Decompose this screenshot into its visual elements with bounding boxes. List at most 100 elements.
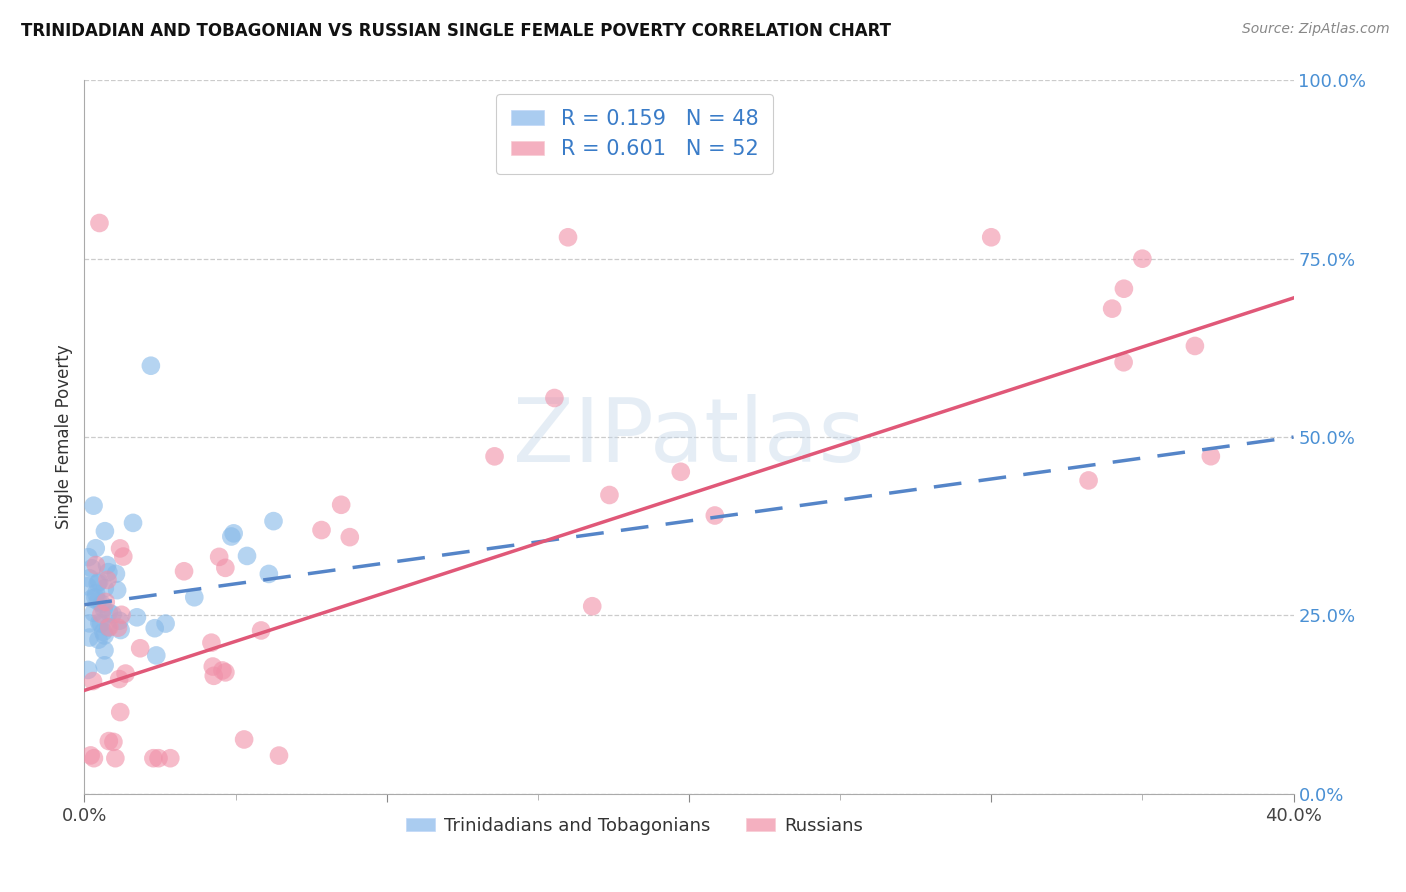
Point [105, 583, 128, 598]
Point [98, 620, 121, 634]
Point [104, 566, 127, 581]
Point [581, 599, 603, 614]
Point [125, 610, 148, 624]
Point [89, 615, 111, 630]
Point [1199, 449, 1222, 463]
Point [83, 606, 105, 620]
Point [83, 499, 105, 513]
Text: Source: ZipAtlas.com: Source: ZipAtlas.com [1241, 22, 1389, 37]
Point [80, 591, 103, 606]
Point [257, 566, 280, 581]
Point [97, 565, 120, 579]
Point [236, 549, 259, 563]
Point [89, 216, 111, 230]
Point [114, 666, 136, 681]
Point [267, 748, 290, 763]
Point [84, 558, 107, 573]
Point [84, 541, 107, 556]
Point [87, 574, 110, 589]
Y-axis label: Single Female Poverty: Single Female Poverty [55, 345, 73, 529]
Point [1184, 339, 1206, 353]
Point [557, 230, 579, 244]
Point [1112, 355, 1135, 369]
Point [122, 516, 145, 530]
Point [669, 465, 692, 479]
Point [87, 594, 110, 608]
Point [76, 579, 98, 593]
Point [94, 581, 117, 595]
Point [93, 643, 115, 657]
Text: TRINIDADIAN AND TOBAGONIAN VS RUSSIAN SINGLE FEMALE POVERTY CORRELATION CHART: TRINIDADIAN AND TOBAGONIAN VS RUSSIAN SI… [21, 22, 891, 40]
Point [79, 631, 101, 645]
Point [84, 591, 107, 605]
Point [94, 524, 117, 539]
Point [211, 664, 233, 678]
Point [200, 635, 222, 649]
Point [93, 628, 115, 642]
Point [1077, 474, 1099, 488]
Point [129, 641, 152, 656]
Point [543, 391, 565, 405]
Point [142, 751, 165, 765]
Point [1112, 282, 1135, 296]
Point [110, 607, 132, 622]
Point [93, 601, 115, 615]
Point [214, 561, 236, 575]
Legend: Trinidadians and Tobagonians, Russians: Trinidadians and Tobagonians, Russians [399, 810, 870, 842]
Point [86, 576, 108, 591]
Point [202, 669, 225, 683]
Point [208, 549, 231, 564]
Point [79, 748, 101, 763]
Point [980, 230, 1002, 244]
Point [97, 734, 120, 748]
Point [79, 571, 101, 585]
Point [90, 597, 112, 611]
Point [484, 450, 506, 464]
Point [110, 705, 132, 719]
Point [96, 558, 118, 572]
Point [107, 621, 129, 635]
Point [330, 498, 353, 512]
Point [80, 561, 103, 575]
Point [77, 663, 100, 677]
Point [108, 672, 131, 686]
Point [222, 526, 245, 541]
Point [97, 620, 120, 634]
Point [108, 541, 131, 556]
Point [201, 659, 224, 673]
Point [173, 564, 195, 578]
Point [112, 549, 135, 564]
Point [183, 591, 205, 605]
Point [77, 550, 100, 565]
Point [155, 616, 177, 631]
Point [82, 674, 104, 689]
Point [1101, 301, 1123, 316]
Point [263, 514, 285, 528]
Point [311, 523, 333, 537]
Point [103, 735, 125, 749]
Point [1130, 252, 1153, 266]
Text: ZIPatlas: ZIPatlas [513, 393, 865, 481]
Point [93, 658, 115, 673]
Point [145, 648, 167, 663]
Point [79, 616, 101, 631]
Point [96, 573, 118, 587]
Point [94, 595, 117, 609]
Point [250, 624, 273, 638]
Point [703, 508, 725, 523]
Point [339, 530, 361, 544]
Point [139, 359, 162, 373]
Point [101, 607, 124, 622]
Point [83, 751, 105, 765]
Point [159, 751, 181, 765]
Point [110, 623, 132, 637]
Point [97, 606, 120, 620]
Point [143, 621, 166, 635]
Point [233, 732, 256, 747]
Point [87, 632, 110, 647]
Point [108, 614, 131, 628]
Point [90, 616, 112, 631]
Point [598, 488, 620, 502]
Point [104, 751, 127, 765]
Point [221, 529, 243, 543]
